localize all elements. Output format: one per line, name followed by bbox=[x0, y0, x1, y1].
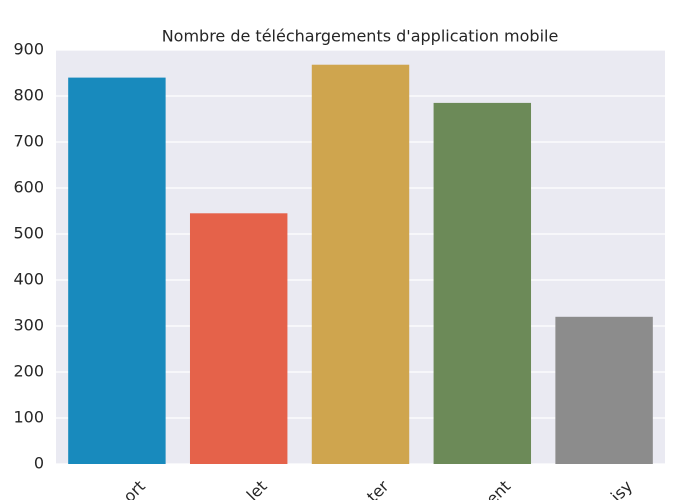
y-tick-label: 600 bbox=[13, 178, 44, 197]
y-tick-label: 200 bbox=[13, 362, 44, 381]
x-tick-label: let bbox=[243, 477, 271, 500]
y-tick-label: 700 bbox=[13, 132, 44, 151]
bar bbox=[433, 102, 532, 465]
bar bbox=[311, 64, 410, 464]
y-tick-label: 800 bbox=[13, 86, 44, 105]
x-tick-label: isy bbox=[607, 477, 636, 500]
x-tick-label: ort bbox=[119, 477, 148, 500]
bar bbox=[555, 316, 653, 464]
y-tick-label: 400 bbox=[13, 270, 44, 289]
y-tick-label: 300 bbox=[13, 316, 44, 335]
y-tick-label: 500 bbox=[13, 224, 44, 243]
bar bbox=[68, 77, 166, 464]
bar bbox=[189, 213, 288, 464]
y-tick-label: 0 bbox=[34, 454, 44, 473]
y-tick-label: 900 bbox=[13, 40, 44, 59]
x-tick-label: ent bbox=[482, 477, 514, 500]
chart-title: Nombre de téléchargements d'application … bbox=[162, 27, 559, 46]
x-tick-label: ter bbox=[363, 476, 393, 500]
y-tick-label: 100 bbox=[13, 408, 44, 427]
